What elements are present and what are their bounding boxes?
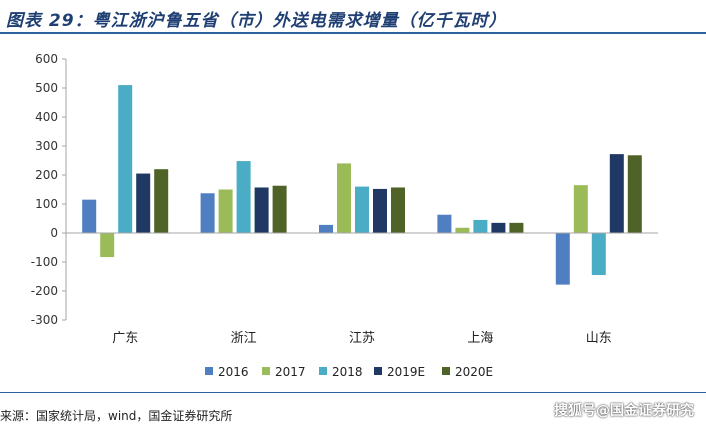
bar-2016-山东 — [555, 233, 570, 285]
bar-2020E-江苏 — [391, 187, 405, 233]
y-tick-label: 500 — [35, 81, 58, 95]
y-tick-label: 300 — [35, 139, 58, 153]
y-tick-label: 200 — [35, 168, 58, 182]
category-label: 上海 — [467, 331, 493, 346]
bar-2020E-山东 — [627, 155, 642, 233]
legend-label: 2016 — [218, 365, 249, 379]
category-label: 山东 — [586, 331, 612, 346]
bar-2018-江苏 — [355, 186, 369, 233]
bar-2018-山东 — [591, 233, 606, 276]
bar-2016-广东 — [82, 199, 97, 233]
legend-swatch-2019E — [374, 367, 382, 375]
category-label: 浙江 — [231, 331, 257, 346]
category-label: 广东 — [112, 331, 138, 346]
bar-2016-浙江 — [200, 193, 215, 233]
bar-2017-山东 — [573, 185, 588, 233]
bar-2019E-上海 — [491, 222, 506, 233]
footer: 来源：国家统计局，wind，国金证券研究所 搜狐号@国金证券研究 — [0, 392, 706, 426]
watermark: 搜狐号@国金证券研究 — [554, 403, 694, 419]
bar-2018-浙江 — [236, 161, 251, 233]
source-note: 来源：国家统计局，wind，国金证券研究所 — [0, 409, 233, 423]
bar-2019E-山东 — [609, 154, 624, 233]
title-bar: 图表 29：粤江浙沪鲁五省（市）外送电需求增量（亿千瓦时） — [0, 0, 706, 34]
y-tick-label: -200 — [31, 284, 58, 298]
legend-label: 2019E — [387, 365, 425, 379]
legend-swatch-2018 — [319, 367, 327, 375]
y-tick-label: 100 — [35, 197, 58, 211]
y-tick-label: 600 — [35, 52, 58, 66]
category-label: 江苏 — [349, 330, 375, 346]
bar-2019E-浙江 — [254, 187, 269, 233]
y-tick-label: -100 — [31, 255, 58, 269]
legend-swatch-2017 — [262, 367, 270, 375]
bar-2016-江苏 — [319, 224, 333, 233]
bar-2018-上海 — [473, 219, 488, 233]
bar-2017-江苏 — [337, 163, 351, 233]
y-tick-label: 400 — [35, 110, 58, 124]
bar-2019E-广东 — [136, 173, 151, 233]
legend-label: 2017 — [275, 365, 306, 379]
legend-swatch-2020E — [442, 367, 450, 375]
bar-2017-广东 — [100, 233, 115, 258]
bar-2020E-浙江 — [272, 185, 287, 233]
bar-2017-上海 — [455, 227, 470, 233]
bar-2018-广东 — [118, 85, 133, 233]
bar-2020E-广东 — [154, 169, 169, 233]
legend-label: 2020E — [455, 365, 493, 379]
y-tick-label: 0 — [50, 226, 58, 240]
legend-label: 2018 — [332, 365, 363, 379]
bar-2019E-江苏 — [373, 188, 387, 233]
bar-2016-上海 — [437, 214, 452, 233]
legend-swatch-2016 — [205, 367, 213, 375]
bar-chart: 600 500 400 300 200 100 0 -100 -200 -300 广东 浙江 江苏 上海 山… — [31, 52, 658, 379]
bar-2017-浙江 — [218, 189, 233, 233]
y-tick-label: -300 — [31, 313, 58, 327]
bar-2020E-上海 — [509, 222, 524, 233]
chart-title: 图表 29：粤江浙沪鲁五省（市）外送电需求增量（亿千瓦时） — [6, 11, 507, 31]
